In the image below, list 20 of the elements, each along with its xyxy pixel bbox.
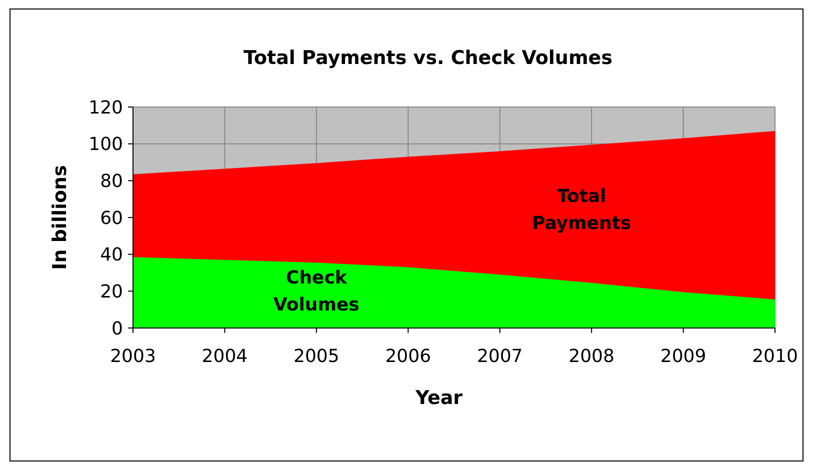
x-tick-label: 2004 <box>202 346 248 367</box>
y-tick-label: 40 <box>100 244 123 266</box>
chart-title: Total Payments vs. Check Volumes <box>244 47 612 69</box>
y-tick-label: 100 <box>88 134 123 156</box>
x-tick-label: 2010 <box>752 346 798 367</box>
series-label: Check Volumes <box>273 267 360 316</box>
x-tick-label: 2006 <box>385 346 432 367</box>
y-tick-label: 20 <box>100 281 123 302</box>
y-tick-label: 60 <box>100 208 123 229</box>
y-tick-label: 0 <box>112 318 123 340</box>
y-axis-title: In billions <box>49 165 71 270</box>
y-tick-label: 80 <box>100 170 123 192</box>
x-tick-label: 2003 <box>110 346 156 367</box>
x-tick-label: 2005 <box>294 346 340 367</box>
y-tick-label: 120 <box>88 97 123 118</box>
x-tick-label: 2009 <box>660 346 706 367</box>
x-tick-label: 2008 <box>568 346 614 367</box>
x-axis-title: Year <box>414 387 464 409</box>
x-tick-label: 2007 <box>476 346 523 367</box>
series-label: Total Payments <box>532 186 632 234</box>
